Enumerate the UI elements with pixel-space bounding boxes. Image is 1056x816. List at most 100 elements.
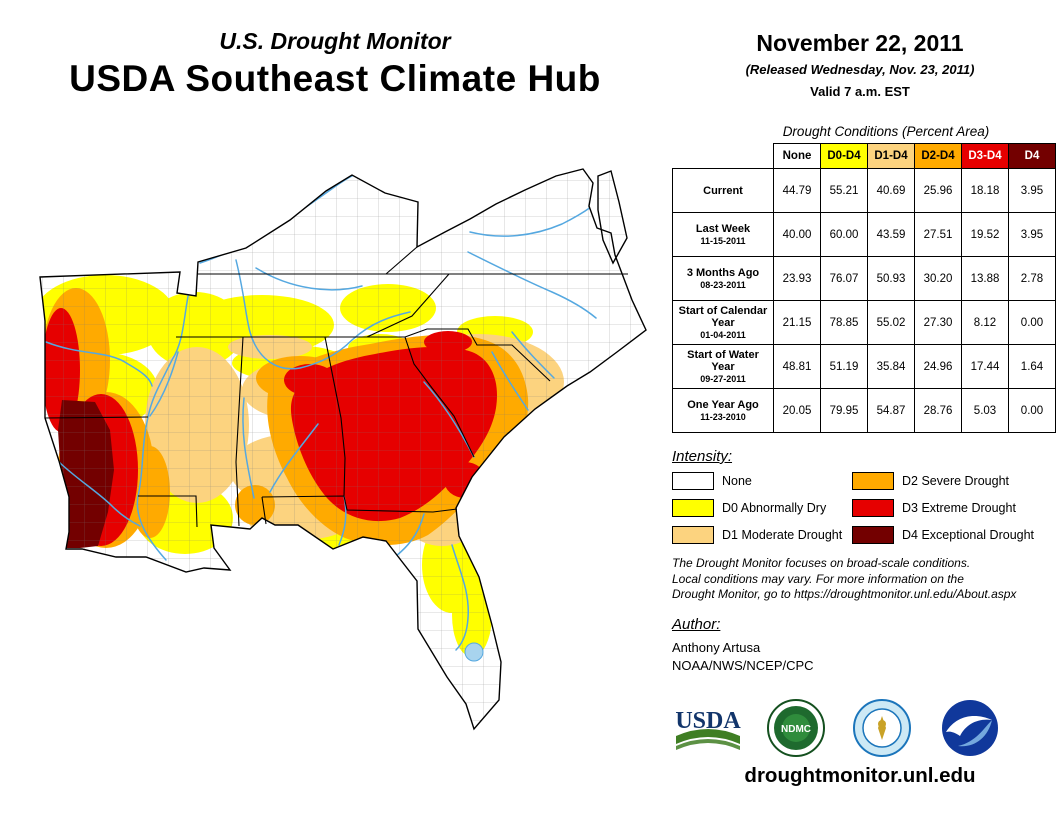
table-cell: 0.00 (1008, 300, 1056, 345)
legend-item: D2 Severe Drought (852, 472, 1034, 490)
row-label: Start of Water Year 09-27-2011 (672, 344, 774, 389)
table-row: Last Week 11-15-2011 40.00 60.00 43.59 27.51 1… (672, 212, 1056, 257)
legend-item: None (672, 472, 842, 490)
legend-label: D2 Severe Drought (902, 474, 1010, 488)
table-cell: 23.93 (773, 256, 821, 301)
table-cell: 13.88 (961, 256, 1009, 301)
table-cell: 55.21 (820, 168, 868, 213)
row-label: Start of Calendar Year 01-04-2011 (672, 300, 774, 345)
table-cell: 44.79 (773, 168, 821, 213)
table-row: Start of Calendar Year 01-04-2011 21.15 78.… (672, 300, 1056, 345)
table-cell: 50.93 (867, 256, 915, 301)
column-header-d4: D4 (1008, 143, 1056, 169)
table-cell: 43.59 (867, 212, 915, 257)
table-cell: 40.00 (773, 212, 821, 257)
row-label: Last Week 11-15-2011 (672, 212, 774, 257)
table-cell: 27.51 (914, 212, 962, 257)
table-cell: 3.95 (1008, 168, 1056, 213)
author-heading: Author: (672, 616, 721, 633)
svg-text:NDMC: NDMC (781, 724, 811, 735)
table-caption: Drought Conditions (Percent Area) (782, 124, 990, 139)
table-cell: 28.76 (914, 388, 962, 433)
column-header-d1-d4: D1-D4 (867, 143, 915, 169)
table-cell: 21.15 (773, 300, 821, 345)
table-cell: 2.78 (1008, 256, 1056, 301)
table-cell: 51.19 (820, 344, 868, 389)
table-cell: 40.69 (867, 168, 915, 213)
drought-table: None D0-D4 D1-D4 D2-D4 D3-D4 D4 Current 44.79 5… (672, 143, 1056, 433)
table-cell: 54.87 (867, 388, 915, 433)
table-cell: 79.95 (820, 388, 868, 433)
legend-col-right: D2 Severe Drought D3 Extreme Drought D4 Ex… (852, 472, 1034, 544)
legend-item: D1 Moderate Drought (672, 526, 842, 544)
column-header-d3-d4: D3-D4 (961, 143, 1009, 169)
legend-swatch (672, 499, 714, 517)
legend-swatch (852, 526, 894, 544)
legend-item: D4 Exceptional Drought (852, 526, 1034, 544)
row-label: Current (672, 168, 774, 213)
page-title: USDA Southeast Climate Hub (69, 58, 601, 99)
noaa-logo-icon (942, 700, 998, 756)
report-date: November 22, 2011 (756, 30, 964, 56)
author-org: NOAA/NWS/NCEP/CPC (672, 658, 814, 673)
row-label: 3 Months Ago 08-23-2011 (672, 256, 774, 301)
column-header-d2-d4: D2-D4 (914, 143, 962, 169)
table-cell: 76.07 (820, 256, 868, 301)
droughtmonitor-url-link[interactable]: droughtmonitor.unl.edu (744, 764, 976, 787)
map-county-grid (40, 169, 646, 729)
table-cell: 48.81 (773, 344, 821, 389)
column-header-d0-d4: D0-D4 (820, 143, 868, 169)
table-cell: 1.64 (1008, 344, 1056, 389)
table-cell: 24.96 (914, 344, 962, 389)
map-state-borders (44, 246, 628, 528)
table-cell: 17.44 (961, 344, 1009, 389)
legend-item: D0 Abnormally Dry (672, 499, 842, 517)
table-cell: 78.85 (820, 300, 868, 345)
table-cell: 55.02 (867, 300, 915, 345)
table-row: One Year Ago 11-23-2010 20.05 79.95 54.87 28.… (672, 388, 1056, 433)
legend-label: D4 Exceptional Drought (902, 528, 1035, 542)
table-header-row: None D0-D4 D1-D4 D2-D4 D3-D4 D4 (672, 143, 1056, 169)
legend-swatch (672, 472, 714, 490)
legend-swatch (672, 526, 714, 544)
disclaimer-line: The Drought Monitor focuses on broad-sca… (672, 556, 971, 570)
released-date: (Released Wednesday, Nov. 23, 2011) (745, 62, 975, 77)
noaa-logo (930, 698, 1010, 763)
table-cell: 20.05 (773, 388, 821, 433)
legend-swatch (852, 499, 894, 517)
commerce-seal-logo (842, 698, 922, 763)
table-cell: 19.52 (961, 212, 1009, 257)
table-cell: 60.00 (820, 212, 868, 257)
table-row: 3 Months Ago 08-23-2011 23.93 76.07 50.93 30.… (672, 256, 1056, 301)
disclaimer-text: The Drought Monitor focuses on broad-sca… (672, 556, 1016, 603)
disclaimer-line: Local conditions may vary. For more info… (672, 571, 964, 586)
valid-time: Valid 7 a.m. EST (810, 84, 910, 99)
legend-item: D3 Extreme Drought (852, 499, 1034, 517)
legend-heading: Intensity: (672, 448, 733, 465)
commerce-seal-icon (853, 699, 911, 757)
table-row: Current 44.79 55.21 40.69 25.96 18.18 3.95 (672, 168, 1056, 213)
legend-label: D3 Extreme Drought (902, 501, 1016, 515)
author-name: Anthony Artusa (672, 640, 761, 655)
table-cell: 27.30 (914, 300, 962, 345)
lake-okeechobee-icon (464, 642, 484, 662)
row-label: One Year Ago 11-23-2010 (672, 388, 774, 433)
disclaimer-line: Drought Monitor, go to https://droughtmo… (672, 587, 1017, 601)
table-row: Start of Water Year 09-27-2011 48.81 51.19 3… (672, 344, 1056, 389)
legend-label: None (722, 474, 752, 488)
table-corner-cell (672, 143, 774, 169)
table-cell: 35.84 (867, 344, 915, 389)
ndmc-logo-icon: NDMC (767, 699, 825, 757)
usda-logo-icon: USDA (675, 708, 741, 750)
table-cell: 30.20 (914, 256, 962, 301)
table-cell: 5.03 (961, 388, 1009, 433)
usda-logo: USDA (668, 702, 748, 765)
table-cell: 3.95 (1008, 212, 1056, 257)
ndmc-logo: NDMC (756, 698, 836, 763)
legend-col-left: None D0 Abnormally Dry D1 Moderate Drought (672, 472, 842, 544)
table-cell: 8.12 (961, 300, 1009, 345)
table-cell: 0.00 (1008, 388, 1056, 433)
table-cell: 25.96 (914, 168, 962, 213)
legend-swatch (852, 472, 894, 490)
